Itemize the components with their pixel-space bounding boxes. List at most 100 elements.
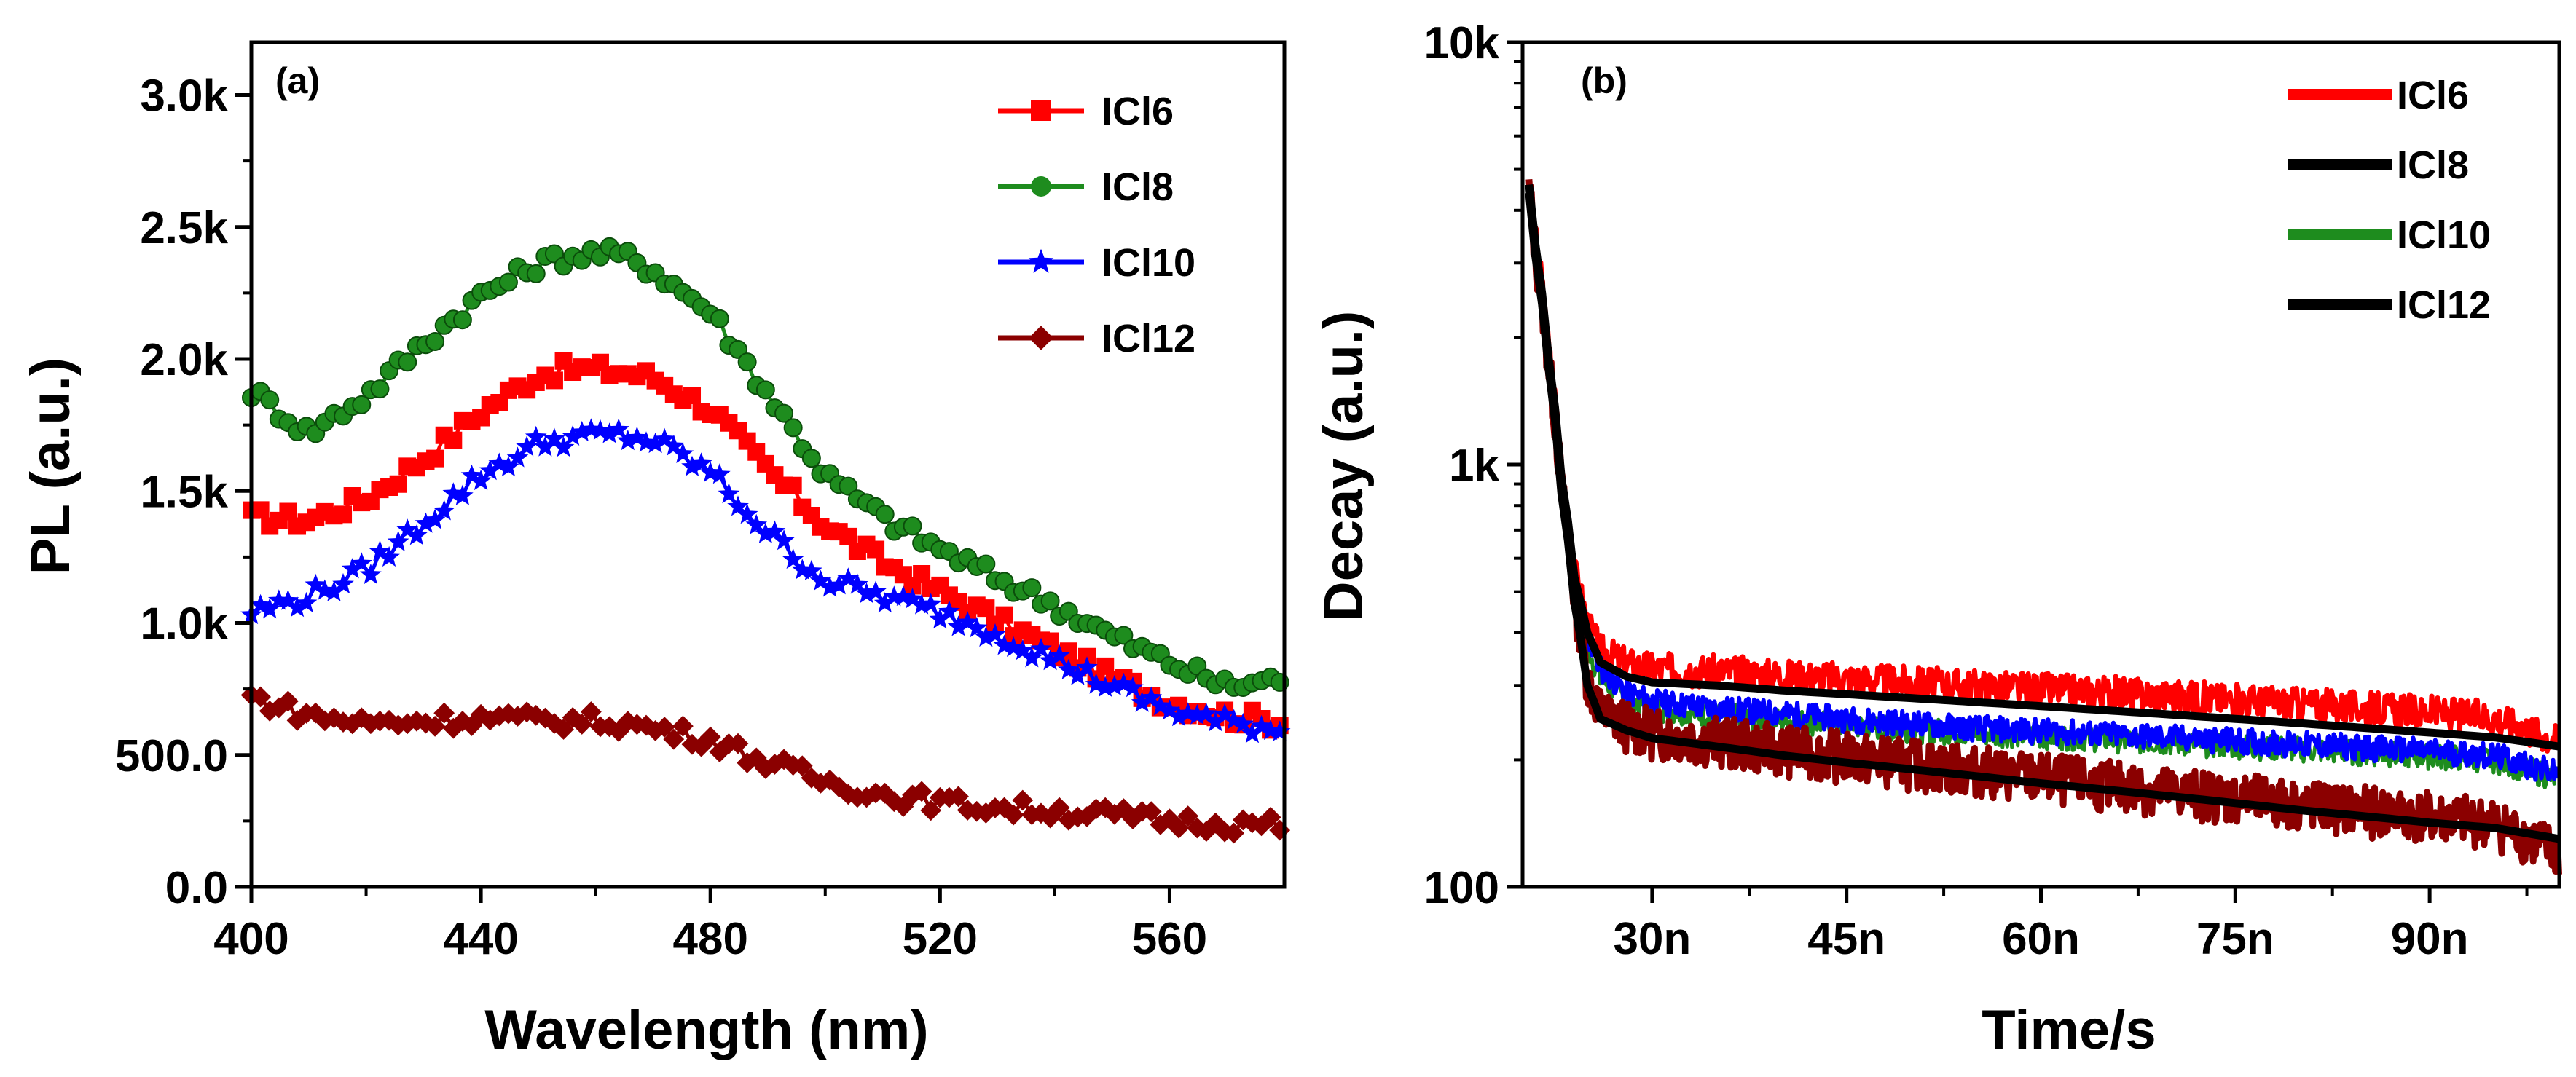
panel-a-point	[873, 592, 896, 613]
panel-b-label: (b)	[1581, 60, 1627, 101]
panel-a-y-tick-label: 3.0k	[140, 71, 228, 122]
panel-a-legend-label: ICl8	[1102, 165, 1174, 209]
panel-a-point	[745, 513, 768, 534]
panel-a-point	[1186, 703, 1209, 725]
panel-a-legend-marker	[1028, 248, 1054, 273]
panel-a-point	[249, 593, 272, 615]
panel-b-legend-item-icl10: ICl10	[2288, 213, 2491, 257]
panel-a-point	[984, 623, 1006, 644]
panel-a-point	[1241, 722, 1263, 743]
panel-b-legend: ICl6 ICl8 ICl10 ICl12	[2288, 74, 2491, 327]
panel-a-point	[1168, 817, 1190, 839]
panel-a-y-axis-title: PL (a.u.)	[20, 358, 82, 575]
panel-a-point	[1011, 639, 1034, 660]
panel-a-legend-marker	[1031, 176, 1051, 197]
panel-a-legend-item-icl12: ICl12	[998, 317, 1195, 360]
panel-a-point	[1204, 711, 1227, 732]
panel-a-point	[570, 420, 593, 442]
panel-a-point	[350, 552, 373, 573]
panel-a-point	[396, 518, 419, 540]
panel-a-point	[975, 626, 997, 647]
panel-b-y-tick-label: 100	[1424, 863, 1499, 913]
panel-a-point	[1002, 804, 1024, 826]
panel-a-x-tick-label: 400	[213, 914, 288, 964]
panel-a-point	[1094, 797, 1116, 818]
panel-a-point	[913, 565, 931, 583]
panel-a-x-axis-title: Wavelength (nm)	[484, 999, 928, 1061]
panel-a-point	[452, 484, 474, 505]
panel-a-point	[389, 475, 407, 493]
panel-a-point	[626, 426, 648, 447]
panel-a-point	[883, 585, 906, 607]
panel-a-point	[783, 418, 803, 438]
panel-a-point	[867, 540, 885, 559]
panel-a-point	[839, 527, 857, 545]
panel-a-point	[911, 593, 932, 615]
panel-a-legend-label: ICl10	[1102, 241, 1195, 285]
panel-a-point	[1122, 676, 1144, 698]
panel-a-point	[1140, 686, 1163, 707]
panel-a-point	[1241, 812, 1263, 834]
panel-a-point	[1158, 699, 1181, 720]
panel-b-legend-label: ICl8	[2397, 143, 2469, 187]
panel-a-point	[425, 331, 445, 351]
panel-a-y-tick-label: 0.0	[165, 863, 228, 913]
panel-a-point	[369, 540, 391, 561]
panel-a-point	[745, 747, 767, 769]
panel-a-point	[1094, 676, 1116, 697]
panel-a-point	[1268, 720, 1291, 741]
panel-a-point	[251, 501, 270, 519]
panel-a-point	[279, 502, 297, 521]
panel-b-x-tick-label: 45n	[1807, 914, 1885, 964]
panel-a-point	[1002, 636, 1024, 657]
panel-a-point	[259, 598, 280, 619]
panel-a-point	[424, 715, 446, 737]
panel-b-fit-icl8	[1525, 184, 2560, 751]
panel-a-point	[1131, 691, 1153, 712]
panel-a-point	[1058, 809, 1080, 831]
panel-a-point	[334, 505, 353, 524]
panel-a-point	[727, 733, 749, 754]
panel-a-point	[690, 452, 712, 473]
panel-a-point	[277, 589, 299, 610]
panel-a-point	[1122, 808, 1144, 829]
panel-a-point	[710, 309, 729, 328]
panel-a-point	[341, 558, 364, 579]
panel-a-x-tick-label: 440	[443, 914, 518, 964]
panel-a-point	[911, 781, 932, 802]
panel-a-point	[801, 559, 822, 580]
panel-a-point	[1022, 578, 1042, 598]
panel-a-point	[562, 425, 584, 446]
panel-a-point	[1012, 789, 1034, 811]
panel-b-decay-chart: 30n 45n 60n 75n 90n 100 1k 10k (b) Time/s Decay…	[1313, 18, 2562, 1061]
panel-b-x-tick-label: 75n	[2196, 914, 2274, 964]
panel-a-point	[360, 563, 382, 585]
panel-a-point	[819, 576, 841, 597]
panel-a-point	[727, 495, 749, 516]
panel-a-series-icl8	[242, 237, 1289, 697]
panel-a-point	[415, 512, 437, 533]
panel-a-point	[709, 741, 731, 763]
panel-a-point	[828, 574, 850, 595]
panel-a-plot-frame	[249, 40, 1287, 889]
panel-a-point	[571, 714, 593, 735]
panel-a-point	[919, 593, 942, 614]
panel-a-legend: ICl6 ICl8 ICl10 ICl12	[998, 90, 1195, 360]
panel-a-point	[426, 449, 444, 468]
panel-a-point	[1214, 703, 1236, 724]
panel-a-point	[1076, 805, 1098, 827]
panel-a-point	[506, 446, 529, 468]
panel-a-point	[837, 567, 860, 588]
panel-a-point	[352, 395, 372, 414]
panel-a-point	[286, 596, 308, 618]
panel-a-point	[966, 800, 988, 822]
panel-a-point	[947, 615, 970, 636]
panel-a-point	[791, 559, 814, 580]
panel-a-legend-marker	[1031, 100, 1051, 121]
panel-b-legend-label: ICl10	[2397, 213, 2491, 257]
panel-b-x-tick-label: 30n	[1613, 914, 1691, 964]
panel-a-point	[498, 272, 518, 292]
panel-a-point	[784, 476, 802, 494]
panel-a-point	[1140, 801, 1162, 823]
panel-b-legend-item-icl6: ICl6	[2288, 74, 2469, 117]
